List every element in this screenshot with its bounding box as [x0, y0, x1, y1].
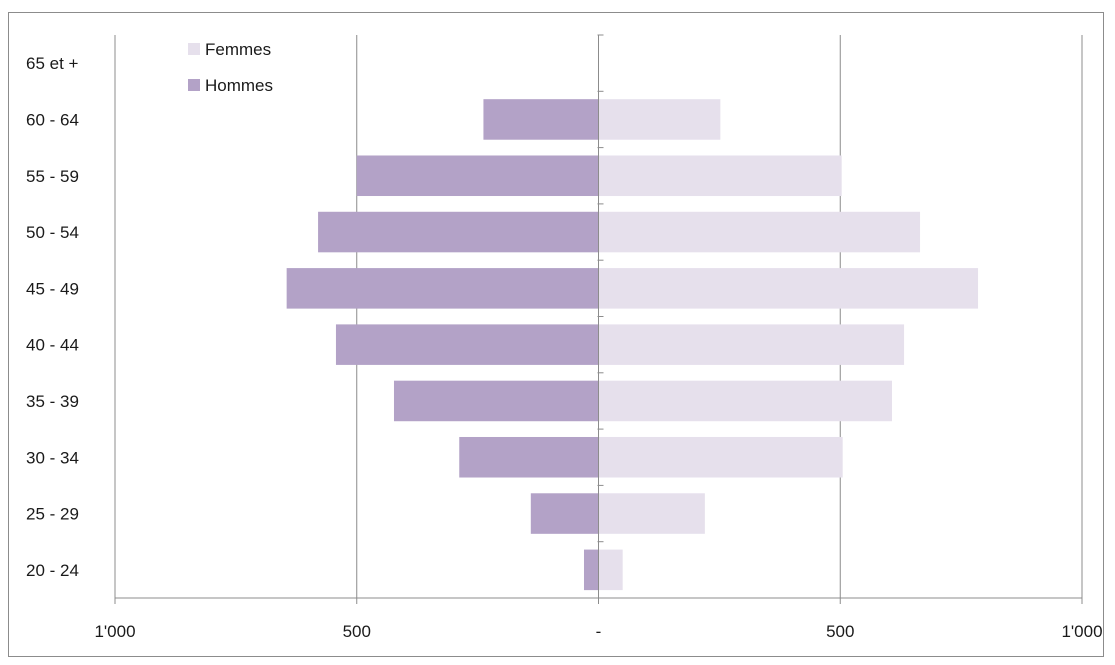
bar-femmes-35-39: [598, 380, 892, 422]
bar-femmes-45-49: [598, 268, 979, 309]
y-tick-label: 60 - 64: [26, 110, 79, 129]
legend-label-femmes: Femmes: [205, 40, 271, 59]
x-tick-label: 500: [343, 622, 371, 641]
x-tick-label: 500: [826, 622, 854, 641]
bar-hommes-60-64: [483, 99, 599, 140]
bar-femmes-40-44: [598, 324, 905, 365]
bar-hommes-30-34: [459, 436, 599, 478]
x-tick-label: 1'000: [94, 622, 135, 641]
y-tick-label: 65 et +: [26, 54, 79, 73]
y-tick-label: 25 - 29: [26, 505, 79, 524]
bar-femmes-20-24: [598, 549, 623, 591]
bar-femmes-55-59: [598, 155, 842, 197]
bar-hommes-50-54: [318, 211, 599, 253]
y-tick-label: 35 - 39: [26, 392, 79, 411]
bar-femmes-50-54: [598, 211, 921, 253]
bar-hommes-55-59: [356, 155, 599, 197]
bar-hommes-45-49: [286, 268, 599, 309]
y-tick-label: 55 - 59: [26, 167, 79, 186]
bar-hommes-25-29: [530, 493, 599, 534]
x-tick-label: 1'000: [1061, 622, 1102, 641]
y-tick-label: 30 - 34: [26, 448, 79, 467]
y-tick-label: 20 - 24: [26, 561, 79, 580]
bar-femmes-25-29: [598, 493, 705, 534]
bar-hommes-20-24: [583, 549, 599, 591]
legend-swatch-hommes: [188, 79, 200, 91]
x-tick-label: -: [596, 622, 602, 641]
y-tick-label: 45 - 49: [26, 279, 79, 298]
bar-femmes-60-64: [598, 99, 721, 140]
y-tick-label: 40 - 44: [26, 336, 79, 355]
legend-label-hommes: Hommes: [205, 76, 273, 95]
bar-hommes-35-39: [393, 380, 599, 422]
bar-hommes-40-44: [335, 324, 599, 365]
legend-swatch-femmes: [188, 43, 200, 55]
y-tick-label: 50 - 54: [26, 223, 79, 242]
bar-femmes-30-34: [598, 436, 843, 478]
